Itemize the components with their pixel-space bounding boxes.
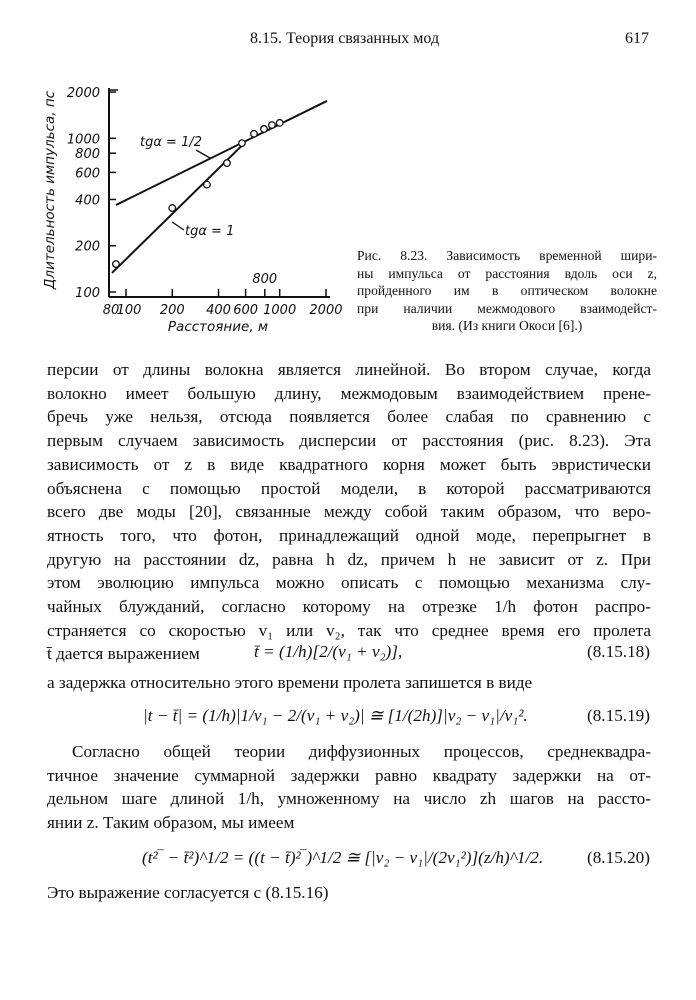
- line-label: tgα = 1: [185, 224, 234, 239]
- equation-8-15-19: |t − t̄| = (1/h)|1/v₁ − 2/(v₁ + v₂)| ≅ […: [143, 706, 528, 725]
- caption-line: при наличии межмодового взаимодейст-: [357, 300, 657, 316]
- y-tick-label: 2000: [67, 86, 100, 101]
- x-tick-label: 600: [233, 303, 258, 318]
- text-line: чайных блужданий, согласно которому на о…: [47, 597, 651, 616]
- line-label: tgα = 1/2: [140, 135, 202, 150]
- equation-number: (8.15.18): [586, 642, 650, 661]
- data-point: [237, 139, 246, 148]
- caption-line: Рис. 8.23. Зависимость временной шири-: [357, 248, 657, 263]
- label-leader: [195, 149, 211, 159]
- x-tick-label: 200: [160, 303, 185, 318]
- y-tick-label: 800: [75, 147, 100, 162]
- text-line: ятность того, что фотон, принадлежащий о…: [47, 525, 651, 545]
- text-line: этом эволюцию импульса можно описать с п…: [47, 573, 651, 593]
- y-tick-label: 200: [75, 240, 100, 255]
- running-title: 8.15. Теория связанных мод: [250, 30, 440, 47]
- x-tick-label: 100: [117, 303, 142, 318]
- x-tick-label: 800: [252, 272, 277, 287]
- x-tick-label: 80: [103, 303, 120, 318]
- x-tick-label: 400: [206, 303, 231, 318]
- label-leader: [171, 221, 185, 231]
- y-tick-label: 600: [75, 166, 100, 181]
- y-axis-title: Длительность импульса, пс: [42, 90, 58, 290]
- text-line: t̄ дается выражением: [47, 644, 200, 664]
- equation-number: (8.15.19): [586, 706, 650, 725]
- text-line: Это выражение согласуется с (8.15.16): [47, 883, 329, 902]
- figure-caption: Рис. 8.23. Зависимость временной шири- н…: [357, 247, 657, 335]
- text-line: первым случаем зависимость дисперсии от …: [47, 431, 651, 451]
- page-number: 617: [625, 30, 649, 47]
- text-line: всего две моды [20], связанные между соб…: [47, 502, 651, 522]
- text-line: другую на расстоянии dz, равна h dz, при…: [47, 549, 651, 569]
- y-tick-label: 400: [75, 193, 100, 208]
- x-axis-title: Расстояние, м: [168, 319, 268, 335]
- equation-8-15-18: t̄ = (1/h)[2/(v₁ + v₂)],: [254, 642, 403, 661]
- text-line: а задержка относительно этого времени пр…: [47, 673, 533, 692]
- text-line: объяснена с помощью простой модели, в ко…: [47, 478, 651, 498]
- text-line: Согласно общей теории диффузионных проце…: [72, 742, 651, 761]
- data-point: [267, 121, 276, 129]
- text-line: тичное значение суммарной задержки равно…: [47, 765, 651, 785]
- data-point: [275, 118, 284, 127]
- data-point: [260, 125, 268, 133]
- fit-line: [111, 144, 243, 274]
- caption-line: ны импульса от расстояния вдоль оси z,: [357, 265, 657, 281]
- equation-number: (8.15.20): [586, 848, 650, 867]
- text-line: бречь уже нельзя, отсюда появляется боле…: [47, 407, 651, 427]
- text-line: волокно имеет большую длину, межмодовым …: [47, 383, 651, 403]
- data-point: [111, 260, 120, 269]
- y-tick-label: 1000: [67, 132, 100, 147]
- data-point: [223, 159, 231, 168]
- x-tick-label: 2000: [309, 303, 342, 318]
- caption-line: вия. (Из книги Окоси [6].): [431, 318, 583, 333]
- text-line: страняется со скоростью v₁ или v₂, так ч…: [47, 620, 651, 640]
- data-point: [250, 129, 258, 138]
- text-line: янии z. Таким образом, мы имеем: [47, 813, 295, 833]
- text-line: персии от длины волокна является линейно…: [47, 360, 651, 379]
- y-tick-label: 100: [75, 286, 100, 301]
- fit-line: [115, 100, 328, 206]
- data-point: [168, 204, 177, 212]
- x-tick-label: 1000: [263, 303, 296, 318]
- text-line: зависимость от z в виде квадратного корн…: [47, 454, 651, 474]
- text-line: дельном шаге длиной 1/h, умноженному на …: [47, 789, 651, 809]
- data-point: [202, 180, 211, 189]
- caption-line: пройденного им в оптическом волокне: [357, 283, 657, 298]
- equation-8-15-20: (t²‾ − t̄²)^1/2 = ((t − t̄)²‾)^1/2 ≅ [|v…: [142, 848, 544, 867]
